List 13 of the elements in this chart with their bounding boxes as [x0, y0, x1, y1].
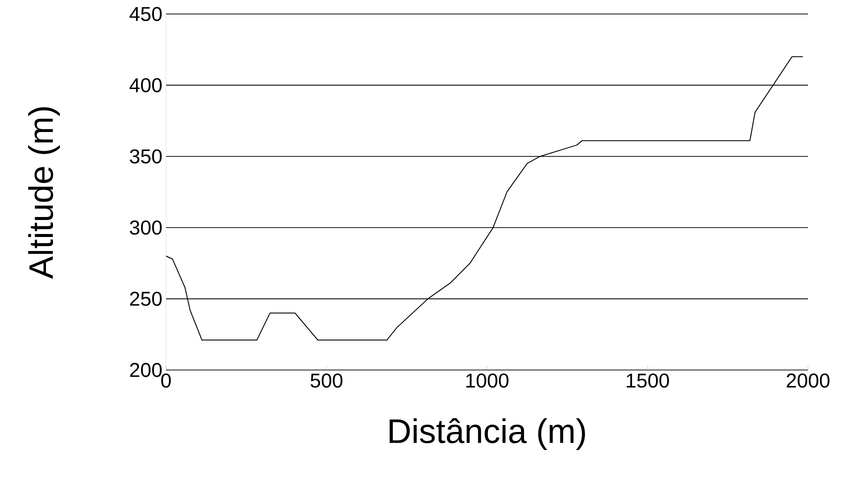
y-tick-label: 200	[130, 362, 162, 378]
x-axis-title: Distância (m)	[390, 418, 585, 450]
x-tick-label: 1000	[466, 374, 508, 388]
y-tick-label: 350	[130, 149, 162, 164]
y-tick-label: 400	[130, 78, 162, 92]
y-tick-label: 250	[130, 292, 162, 306]
x-tick-label: 500	[310, 374, 342, 388]
y-tick-label: 450	[130, 6, 162, 22]
x-tick-label: 2000	[786, 374, 830, 388]
x-tick-label: 0	[161, 374, 171, 388]
x-tick-label: 1500	[626, 374, 669, 388]
y-tick-label: 300	[130, 220, 162, 235]
y-axis-title: Altitude (m)	[28, 107, 60, 279]
